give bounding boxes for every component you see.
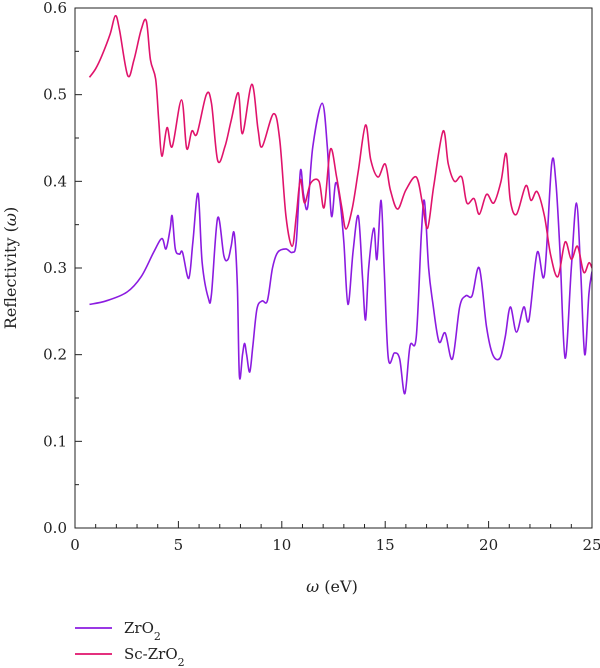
series-layer (88, 14, 592, 395)
y-axis-title: Reflectivity (ω) (1, 207, 20, 329)
x-axis-title: ω (eV) (306, 577, 358, 596)
legend-label: Sc-ZrO2 (124, 645, 185, 668)
x-tick-label: 5 (174, 536, 184, 554)
axes-layer: 0 5 10 15 20 25 0.0 0.1 0.2 0.3 0.4 0.5 0.6 (43, 0, 600, 554)
x-tick-label: 15 (376, 536, 395, 554)
legend-label: ZrO2 (124, 619, 161, 643)
x-tick-label: 0 (70, 536, 80, 554)
y-tick-label: 0.1 (43, 432, 67, 450)
y-tick-label: 0.6 (43, 0, 67, 17)
series-line-sc-zro2 (88, 14, 592, 278)
y-tick-label: 0.4 (43, 172, 67, 190)
y-tick-label: 0.0 (43, 519, 67, 537)
plot-frame (74, 7, 593, 529)
x-tick-label: 20 (479, 536, 498, 554)
y-tick-label: 0.5 (43, 86, 67, 104)
y-tick-label: 0.2 (43, 346, 67, 364)
x-tick-label: 25 (582, 536, 600, 554)
series-line-zro2 (89, 102, 592, 395)
y-tick-label: 0.3 (43, 259, 67, 277)
x-tick-label: 10 (272, 536, 291, 554)
